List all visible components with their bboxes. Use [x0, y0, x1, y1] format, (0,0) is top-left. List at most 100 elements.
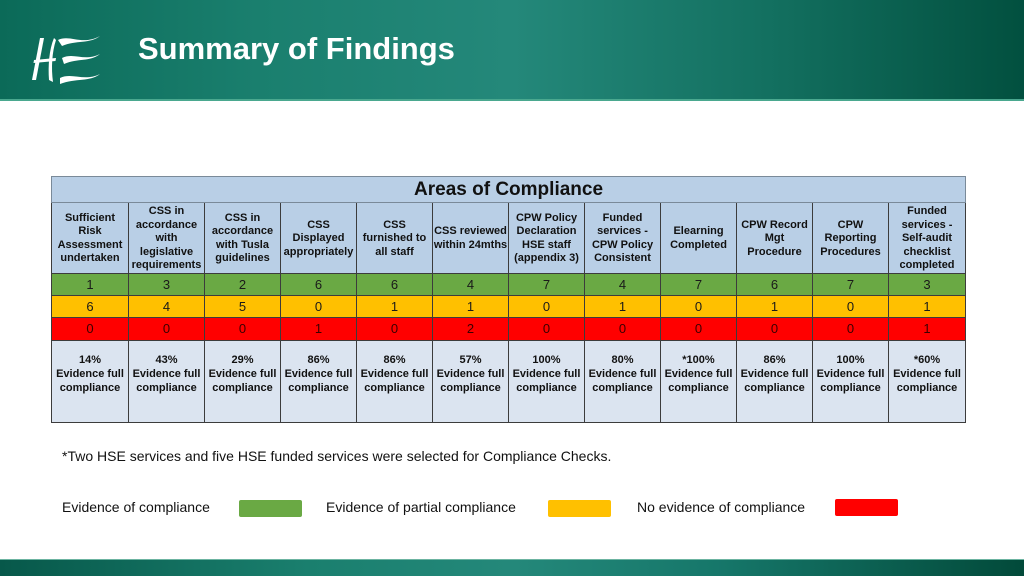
column-header: CSS reviewed within 24mths	[432, 202, 509, 274]
table-cell: 4	[432, 272, 509, 296]
table-cell: 0	[280, 294, 357, 318]
percentage-value: 86%	[307, 353, 330, 366]
table-cell: 6	[356, 272, 433, 296]
table-cell: 0	[660, 294, 737, 318]
table-cell: 1	[432, 294, 509, 318]
percentage-label: compliance	[516, 381, 577, 394]
compliance-table: Areas of Compliance Sufficient Risk Asse…	[50, 176, 967, 423]
hse-logo-icon	[32, 36, 100, 84]
percentage-label: compliance	[668, 381, 729, 394]
percentage-label: Evidence full	[208, 367, 277, 380]
percentage-cell: 100% Evidence full compliance	[812, 339, 889, 423]
percentage-label: compliance	[592, 381, 653, 394]
percentage-value: *60%	[913, 353, 941, 366]
table-cell: 5	[204, 294, 281, 318]
table-cell: 1	[280, 316, 357, 341]
percentage-value: 100%	[532, 353, 561, 366]
percentage-label: Evidence full	[816, 367, 885, 380]
legend-swatch-none	[835, 499, 898, 516]
percentage-label: compliance	[136, 381, 197, 394]
column-header-row: Sufficient Risk Assessment undertaken CS…	[51, 202, 967, 274]
table-cell: 1	[736, 294, 813, 318]
table-cell: 2	[432, 316, 509, 341]
percentage-row: 14% Evidence full compliance 43% Evidence f…	[51, 339, 967, 423]
percentage-value: 86%	[763, 353, 786, 366]
no-compliance-row: 0 0 0 1 0 2 0 0 0 0 0 1	[51, 316, 967, 341]
percentage-value: 57%	[459, 353, 482, 366]
slide-footer-bar	[0, 559, 1024, 576]
table-cell: 3	[887, 272, 967, 296]
percentage-label: compliance	[364, 381, 425, 394]
table-cell: 0	[736, 316, 813, 341]
compliance-table-container: Areas of Compliance Sufficient Risk Asse…	[50, 176, 967, 423]
column-header: Elearning Completed	[660, 202, 737, 274]
table-cell: 2	[204, 272, 281, 296]
table-cell: 4	[128, 294, 205, 318]
column-header: Sufficient Risk Assessment undertaken	[51, 202, 129, 274]
percentage-value: 80%	[611, 353, 634, 366]
slide-header: Summary of Findings	[0, 0, 1024, 101]
table-cell: 0	[660, 316, 737, 341]
percentage-cell: 43% Evidence full compliance	[128, 339, 205, 423]
percentage-cell: *60% Evidence full compliance	[887, 339, 967, 423]
table-cell: 0	[812, 294, 889, 318]
percentage-value: 43%	[155, 353, 178, 366]
areas-of-compliance-header: Areas of Compliance	[50, 176, 967, 203]
percentage-cell: 14% Evidence full compliance	[51, 339, 129, 423]
percentage-label: compliance	[820, 381, 881, 394]
percentage-cell: 86% Evidence full compliance	[356, 339, 433, 423]
table-cell: 0	[508, 294, 585, 318]
legend-swatch-full	[239, 500, 302, 517]
percentage-value: 100%	[836, 353, 865, 366]
column-header: CSS in accordance with legislative requi…	[128, 202, 205, 274]
column-header: CPW Policy Declaration HSE staff (append…	[508, 202, 585, 274]
table-cell: 0	[508, 316, 585, 341]
percentage-cell: 80% Evidence full compliance	[584, 339, 661, 423]
percentage-label: Evidence full	[740, 367, 809, 380]
page-title: Summary of Findings	[138, 31, 455, 66]
percentage-value: 14%	[78, 353, 102, 366]
column-header: Funded services - CPW Policy Consistent	[584, 202, 661, 274]
percentage-cell: 57% Evidence full compliance	[432, 339, 509, 423]
table-cell: 1	[356, 294, 433, 318]
table-cell: 7	[660, 272, 737, 296]
column-header: CSS furnished to all staff	[356, 202, 433, 274]
table-cell: 6	[51, 294, 129, 318]
table-cell: 0	[51, 316, 129, 341]
percentage-label: compliance	[440, 381, 501, 394]
table-cell: 1	[887, 316, 967, 341]
percentage-label: compliance	[744, 381, 805, 394]
table-cell: 0	[584, 316, 661, 341]
legend-label-none: No evidence of compliance	[637, 499, 806, 515]
table-cell: 1	[51, 272, 129, 296]
percentage-cell: 100% Evidence full compliance	[508, 339, 585, 423]
percentage-label: Evidence full	[664, 367, 733, 380]
column-header: Funded services - Self-audit checklist c…	[887, 202, 967, 274]
table-cell: 4	[584, 272, 661, 296]
column-header: CSS Displayed appropriately	[280, 202, 357, 274]
column-header: CPW Reporting Procedures	[812, 202, 889, 274]
table-cell: 0	[128, 316, 205, 341]
percentage-cell: 86% Evidence full compliance	[280, 339, 357, 423]
percentage-value: 86%	[383, 353, 406, 366]
partial-compliance-row: 6 4 5 0 1 1 0 1 0 1 0 1	[51, 294, 967, 318]
percentage-value: 29%	[231, 353, 254, 366]
percentage-label: Evidence full	[893, 367, 961, 380]
percentage-label: compliance	[896, 381, 958, 394]
percentage-cell: *100% Evidence full compliance	[660, 339, 737, 423]
percentage-label: Evidence full	[360, 367, 429, 380]
legend-label-full: Evidence of compliance	[62, 499, 210, 515]
percentage-cell: 86% Evidence full compliance	[736, 339, 813, 423]
column-header: CPW Record Mgt Procedure	[736, 202, 813, 274]
percentage-value: *100%	[682, 353, 715, 366]
percentage-label: Evidence full	[284, 367, 353, 380]
table-cell: 6	[736, 272, 813, 296]
table-cell: 7	[812, 272, 889, 296]
legend-swatch-partial	[548, 500, 611, 517]
percentage-label: compliance	[212, 381, 273, 394]
percentage-label: Evidence full	[132, 367, 201, 380]
footnote: *Two HSE services and five HSE funded se…	[62, 448, 612, 464]
table-cell: 7	[508, 272, 585, 296]
table-cell: 0	[204, 316, 281, 341]
table-cell: 3	[128, 272, 205, 296]
